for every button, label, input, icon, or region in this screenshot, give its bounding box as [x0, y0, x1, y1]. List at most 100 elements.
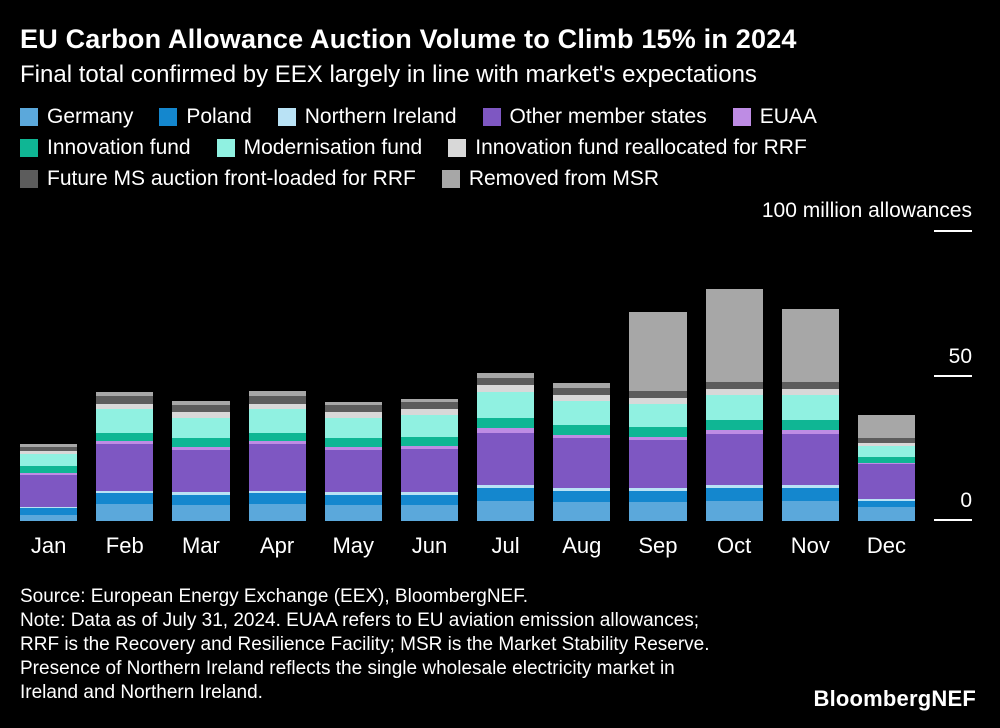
bar-segment: [324, 412, 382, 419]
bar-segment: [172, 438, 230, 448]
bar-segment: [705, 434, 763, 485]
bar-segment: [96, 493, 154, 504]
legend-swatch-northern-ireland: [277, 108, 296, 126]
legend-item-innovation-fund: Innovation fund: [20, 136, 191, 160]
legend-swatch-innovation-fund: [20, 139, 38, 157]
bars-area: [20, 231, 916, 521]
legend-label: Poland: [186, 105, 252, 128]
bar-segment: [248, 490, 306, 494]
legend-swatch-future-ms-rrf: [20, 170, 38, 188]
bar-segment: [172, 505, 230, 521]
bar-segment: [96, 432, 154, 442]
bar-segment: [172, 418, 230, 439]
legend-swatch-poland: [159, 108, 178, 126]
bar-segment: [705, 394, 763, 420]
x-tick-label: Jan: [30, 533, 67, 558]
bar-segment: [248, 503, 306, 521]
bar-segment: [705, 487, 763, 501]
legend-swatch-germany: [20, 108, 38, 126]
y-tick-100-line: [934, 230, 972, 232]
note-line: Presence of Northern Ireland reflects th…: [20, 658, 675, 679]
bar-aug: [553, 383, 611, 521]
bar-segment: [172, 492, 230, 495]
bar-segment: [400, 399, 459, 403]
x-tick-label: May: [332, 533, 375, 558]
bar-segment: [629, 502, 687, 521]
legend-label: Northern Ireland: [304, 105, 457, 128]
bar-segment: [629, 426, 687, 437]
bar-segment: [324, 447, 382, 450]
bar-segment: [20, 506, 78, 508]
bar-segment: [172, 405, 230, 413]
bar-segment: [553, 502, 611, 521]
bar-segment: [857, 499, 916, 501]
legend-swatch-other-member-states: [482, 108, 501, 126]
bar-segment: [857, 500, 916, 507]
bar-segment: [96, 409, 154, 433]
source-line: Source: European Energy Exchange (EEX), …: [20, 586, 528, 607]
bar-segment: [324, 494, 382, 506]
bar-segment: [553, 487, 611, 491]
bar-segment: [96, 403, 154, 410]
x-tick-label: Oct: [717, 533, 752, 558]
note-line: Note: Data as of July 31, 2024. EUAA ref…: [20, 610, 700, 631]
legend-row-2: Innovation fund Modernisation fund Innov…: [20, 136, 980, 160]
bar-segment: [400, 492, 459, 495]
bar-segment: [857, 445, 916, 458]
bar-segment: [96, 392, 154, 397]
bar-segment: [781, 381, 839, 390]
legend-row-3: Future MS auction front-loaded for RRF R…: [20, 167, 980, 191]
bar-segment: [781, 434, 839, 485]
bar-segment: [96, 444, 154, 491]
legend-swatch-euaa: [732, 108, 751, 126]
bar-segment: [553, 387, 611, 395]
legend-item-removed-from-msr: Removed from MSR: [441, 167, 659, 191]
bar-segment: [96, 396, 154, 404]
bar-segment: [553, 394, 611, 401]
bar-segment: [324, 492, 382, 495]
legend-item-poland: Poland: [159, 105, 252, 129]
chart-title: EU Carbon Allowance Auction Volume to Cl…: [20, 24, 797, 54]
legend-label: Modernisation fund: [243, 136, 423, 159]
legend-item-germany: Germany: [20, 105, 133, 129]
bar-segment: [96, 503, 154, 521]
bar-segment: [324, 405, 382, 413]
bar-segment: [857, 415, 916, 439]
bar-segment: [324, 402, 382, 406]
bar-feb: [96, 392, 154, 521]
bar-segment: [477, 500, 535, 521]
bar-segment: [857, 438, 916, 443]
x-tick-label: Feb: [105, 533, 144, 558]
bar-mar: [172, 400, 230, 521]
x-tick-label: Dec: [866, 533, 907, 558]
bar-segment: [781, 500, 839, 521]
legend-label: Future MS auction front-loaded for RRF: [47, 167, 416, 190]
bar-segment: [96, 490, 154, 494]
bar-segment: [324, 438, 382, 448]
bar-segment: [172, 400, 230, 406]
bloombergnef-logo: BloombergNEF: [813, 686, 976, 711]
bar-segment: [705, 389, 763, 395]
bar-segment: [20, 507, 78, 516]
legend-item-innovation-fund-rrf: Innovation fund reallocated for RRF: [448, 136, 807, 160]
note-line: RRF is the Recovery and Resilience Facil…: [20, 634, 710, 655]
bar-jul: [477, 373, 535, 521]
bar-segment: [857, 463, 916, 465]
bar-segment: [781, 487, 839, 501]
bar-segment: [96, 441, 154, 445]
x-tick-label: Sep: [638, 533, 678, 558]
bar-oct: [705, 289, 763, 521]
bar-segment: [857, 506, 916, 521]
bar-segment: [248, 432, 306, 442]
bar-segment: [20, 465, 78, 474]
bar-segment: [781, 394, 839, 420]
bar-segment: [400, 402, 459, 410]
plot: 50 0: [0, 230, 1000, 521]
bar-segment: [248, 441, 306, 445]
bar-segment: [857, 442, 916, 446]
legend-label: Innovation fund reallocated for RRF: [475, 136, 807, 159]
legend-item-other-member-states: Other member states: [482, 105, 707, 129]
bar-segment: [20, 515, 78, 521]
bar-sep: [629, 312, 687, 521]
bar-segment: [629, 397, 687, 404]
